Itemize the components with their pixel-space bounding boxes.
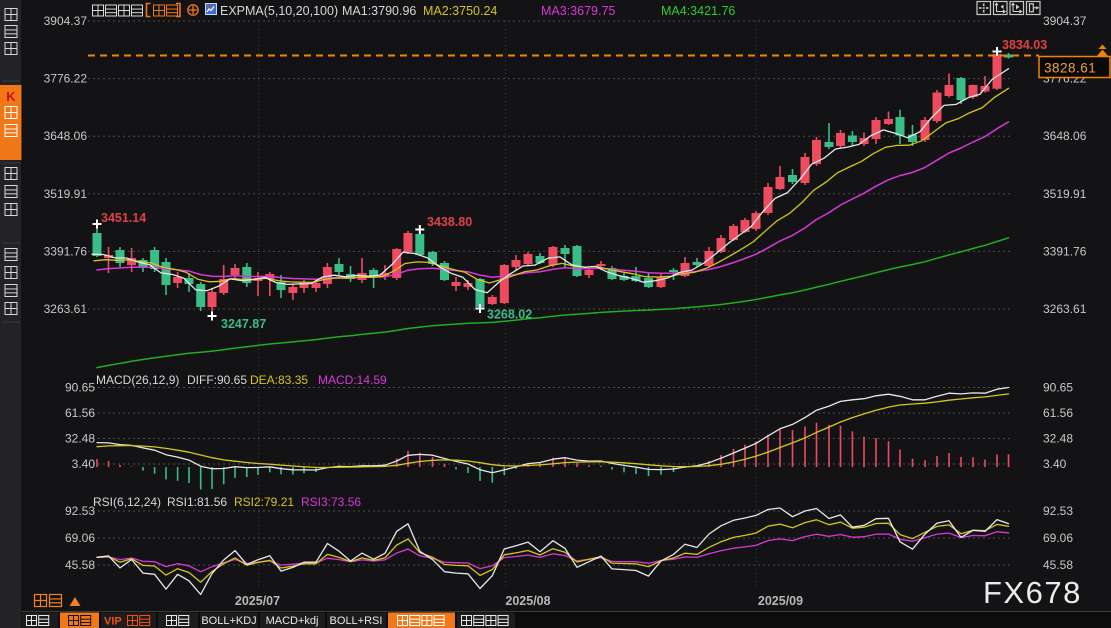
svg-text:92.53: 92.53 <box>1043 504 1073 518</box>
svg-text:FX678: FX678 <box>983 575 1082 610</box>
svg-text:RSI1:81.56: RSI1:81.56 <box>167 495 227 509</box>
svg-text:MA4:3421.76: MA4:3421.76 <box>661 4 735 18</box>
svg-text:K: K <box>6 89 16 104</box>
svg-text:3776.22: 3776.22 <box>44 72 88 86</box>
svg-text:3519.91: 3519.91 <box>44 187 88 201</box>
svg-text:RSI(6,12,24): RSI(6,12,24) <box>93 495 161 509</box>
svg-text:3648.06: 3648.06 <box>1043 129 1087 143</box>
svg-text:VIP: VIP <box>104 616 122 628</box>
svg-text:3648.06: 3648.06 <box>44 129 88 143</box>
svg-text:BOLL+RSI: BOLL+RSI <box>330 615 383 627</box>
svg-text:2025/07: 2025/07 <box>235 594 280 608</box>
svg-text:3247.87: 3247.87 <box>221 317 266 331</box>
svg-text:3519.91: 3519.91 <box>1043 187 1087 201</box>
svg-text:61.56: 61.56 <box>1043 406 1073 420</box>
svg-text:MA2:3750.24: MA2:3750.24 <box>423 4 497 18</box>
svg-text:90.65: 90.65 <box>1043 380 1073 394</box>
svg-text:RSI2:79.21: RSI2:79.21 <box>234 495 294 509</box>
svg-text:61.56: 61.56 <box>65 406 95 420</box>
svg-text:3834.03: 3834.03 <box>1002 38 1047 52</box>
svg-text:45.58: 45.58 <box>65 558 95 572</box>
svg-text:32.48: 32.48 <box>1043 432 1073 446</box>
svg-text:DIFF:90.65: DIFF:90.65 <box>187 373 247 387</box>
svg-text:3.40: 3.40 <box>1043 457 1067 471</box>
svg-text:DEA:83.35: DEA:83.35 <box>250 373 308 387</box>
svg-text:MACD+kdj: MACD+kdj <box>266 615 319 627</box>
svg-text:3828.61: 3828.61 <box>1044 61 1096 76</box>
svg-text:3391.76: 3391.76 <box>1043 244 1087 258</box>
svg-text:69.06: 69.06 <box>65 531 95 545</box>
svg-text:3263.61: 3263.61 <box>44 302 88 316</box>
svg-text:2025/09: 2025/09 <box>758 594 803 608</box>
svg-text:32.48: 32.48 <box>65 432 95 446</box>
svg-text:3263.61: 3263.61 <box>1043 302 1087 316</box>
svg-text:3904.37: 3904.37 <box>44 14 88 28</box>
svg-text:90.65: 90.65 <box>65 380 95 394</box>
svg-text:3.40: 3.40 <box>72 457 96 471</box>
svg-text:2025/08: 2025/08 <box>505 594 550 608</box>
svg-text:MA1:3790.96: MA1:3790.96 <box>342 4 416 18</box>
svg-text:BOLL+KDJ: BOLL+KDJ <box>201 615 256 627</box>
svg-text:3451.14: 3451.14 <box>101 211 146 225</box>
svg-text:MA3:3679.75: MA3:3679.75 <box>541 4 615 18</box>
svg-text:45.58: 45.58 <box>1043 558 1073 572</box>
svg-text:69.06: 69.06 <box>1043 531 1073 545</box>
svg-text:3268.02: 3268.02 <box>487 308 532 322</box>
svg-text:3438.80: 3438.80 <box>427 215 472 229</box>
svg-text:MACD(26,12,9): MACD(26,12,9) <box>96 373 179 387</box>
svg-text:RSI3:73.56: RSI3:73.56 <box>301 495 361 509</box>
svg-text:MACD:14.59: MACD:14.59 <box>318 373 387 387</box>
svg-text:3904.37: 3904.37 <box>1043 14 1087 28</box>
svg-text:EXPMA(5,10,20,100): EXPMA(5,10,20,100) <box>220 4 338 18</box>
svg-text:3391.76: 3391.76 <box>44 244 88 258</box>
svg-text:92.53: 92.53 <box>65 504 95 518</box>
